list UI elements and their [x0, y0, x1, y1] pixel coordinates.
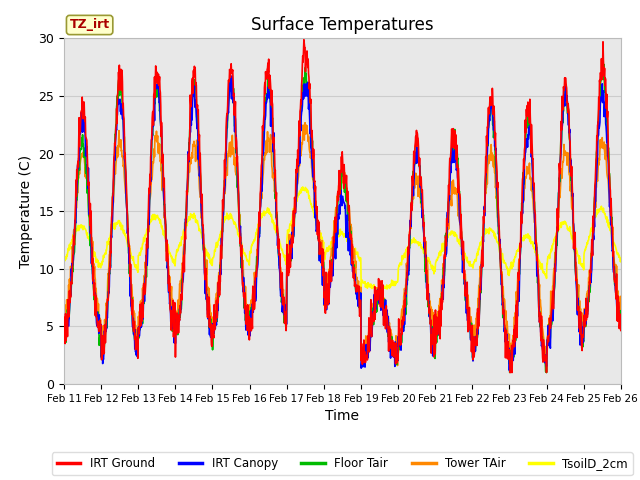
Title: Surface Temperatures: Surface Temperatures [251, 16, 434, 34]
Legend: IRT Ground, IRT Canopy, Floor Tair, Tower TAir, TsoilD_2cm: IRT Ground, IRT Canopy, Floor Tair, Towe… [52, 453, 633, 475]
X-axis label: Time: Time [325, 409, 360, 423]
Text: TZ_irt: TZ_irt [70, 19, 109, 32]
Y-axis label: Temperature (C): Temperature (C) [19, 155, 33, 268]
